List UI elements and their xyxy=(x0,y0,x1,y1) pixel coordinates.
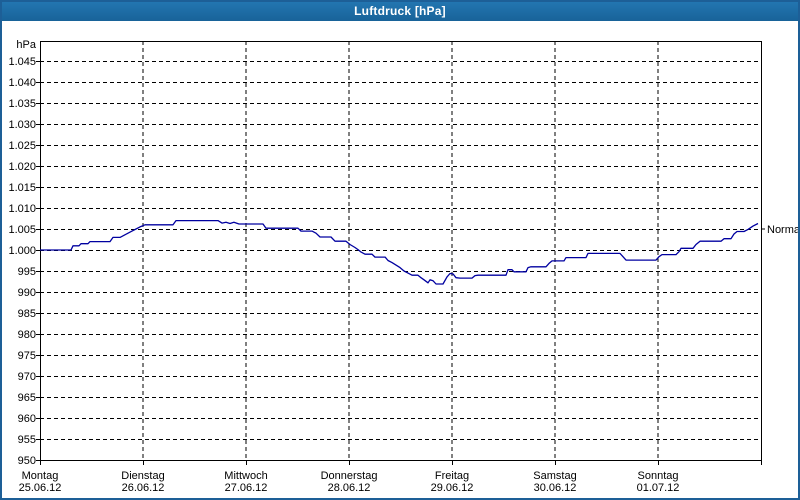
x-axis-date-label: 28.06.12 xyxy=(328,482,371,494)
y-axis-label: 1.045 xyxy=(8,56,36,68)
x-axis-day-label: Donnerstag xyxy=(321,470,378,482)
y-axis-label: 980 xyxy=(18,329,36,341)
y-axis-label: 1.030 xyxy=(8,119,36,131)
plot-frame xyxy=(40,41,762,461)
x-axis-day-label: Freitag xyxy=(435,470,469,482)
pressure-line xyxy=(40,219,759,285)
y-axis-label: 1.005 xyxy=(8,224,36,236)
x-axis-day-label: Mittwoch xyxy=(224,470,267,482)
y-axis-label: 990 xyxy=(18,287,36,299)
y-axis-label: 995 xyxy=(18,266,36,278)
y-axis-label: 1.035 xyxy=(8,98,36,110)
y-axis-label: 970 xyxy=(18,371,36,383)
y-axis-label: 985 xyxy=(18,308,36,320)
x-axis-date-label: 30.06.12 xyxy=(534,482,577,494)
y-axis-label: 1.020 xyxy=(8,161,36,173)
y-axis-unit-label: hPa xyxy=(16,39,36,51)
normal-marker-label: Normal xyxy=(767,224,800,236)
window-title: Luftdruck [hPa] xyxy=(354,3,446,18)
y-axis-label: 950 xyxy=(18,455,36,467)
y-axis-label: 1.015 xyxy=(8,182,36,194)
y-axis-label: 1.000 xyxy=(8,245,36,257)
titlebar: Luftdruck [hPa] xyxy=(0,0,800,21)
x-axis-day-label: Samstag xyxy=(533,470,576,482)
x-axis-day-label: Dienstag xyxy=(121,470,164,482)
y-axis-label: 975 xyxy=(18,350,36,362)
y-axis-label: 1.010 xyxy=(8,203,36,215)
y-axis-label: 1.025 xyxy=(8,140,36,152)
x-axis-day-label: Montag xyxy=(22,470,59,482)
y-axis-label: 965 xyxy=(18,392,36,404)
x-axis-date-label: 27.06.12 xyxy=(225,482,268,494)
x-axis-date-label: 25.06.12 xyxy=(19,482,62,494)
x-axis-date-label: 26.06.12 xyxy=(122,482,165,494)
x-axis-date-label: 29.06.12 xyxy=(431,482,474,494)
x-axis-date-label: 01.07.12 xyxy=(637,482,680,494)
y-axis-label: 955 xyxy=(18,434,36,446)
y-axis-label: 960 xyxy=(18,413,36,425)
y-axis-label: 1.040 xyxy=(8,77,36,89)
x-axis-day-label: Sonntag xyxy=(638,470,679,482)
